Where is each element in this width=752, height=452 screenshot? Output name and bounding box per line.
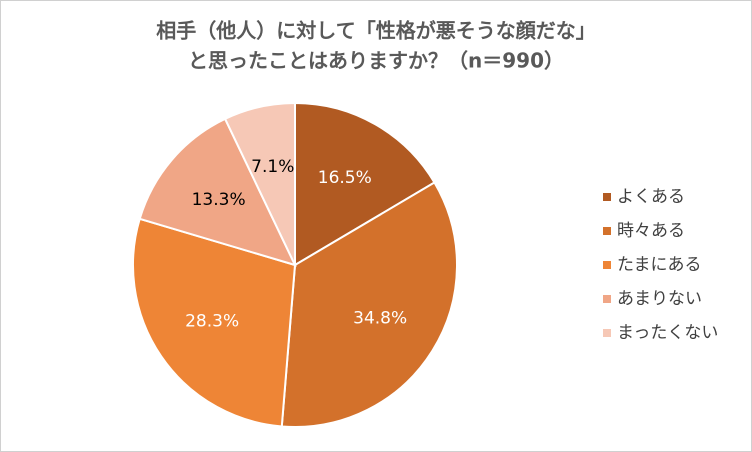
legend-label: たまにある bbox=[617, 255, 702, 275]
chart-title: 相手（他人）に対して「性格が悪そうな顔だな」 bbox=[156, 19, 595, 43]
data-label: 7.1% bbox=[251, 157, 294, 177]
legend-label: よくある bbox=[617, 187, 685, 207]
pie-slice bbox=[280, 181, 458, 428]
pie-slice bbox=[294, 101, 436, 267]
legend-swatch bbox=[603, 227, 611, 235]
data-label: 13.3% bbox=[192, 190, 246, 210]
legend-swatch bbox=[603, 193, 611, 201]
legend-swatch bbox=[603, 261, 611, 269]
pie-slice bbox=[138, 117, 297, 267]
pie-slice bbox=[223, 101, 296, 266]
legend-swatch bbox=[603, 295, 611, 303]
data-label: 16.5% bbox=[318, 168, 372, 188]
legend-label: まったくない bbox=[617, 323, 718, 343]
pie-slice bbox=[132, 217, 297, 428]
data-label: 34.8% bbox=[353, 308, 407, 328]
legend-label: あまりない bbox=[617, 289, 702, 309]
data-label: 28.3% bbox=[185, 312, 239, 332]
chart-title: と思ったことはありますか？（n＝990） bbox=[188, 49, 564, 73]
legend-label: 時々ある bbox=[617, 221, 685, 241]
legend-swatch bbox=[603, 329, 611, 337]
